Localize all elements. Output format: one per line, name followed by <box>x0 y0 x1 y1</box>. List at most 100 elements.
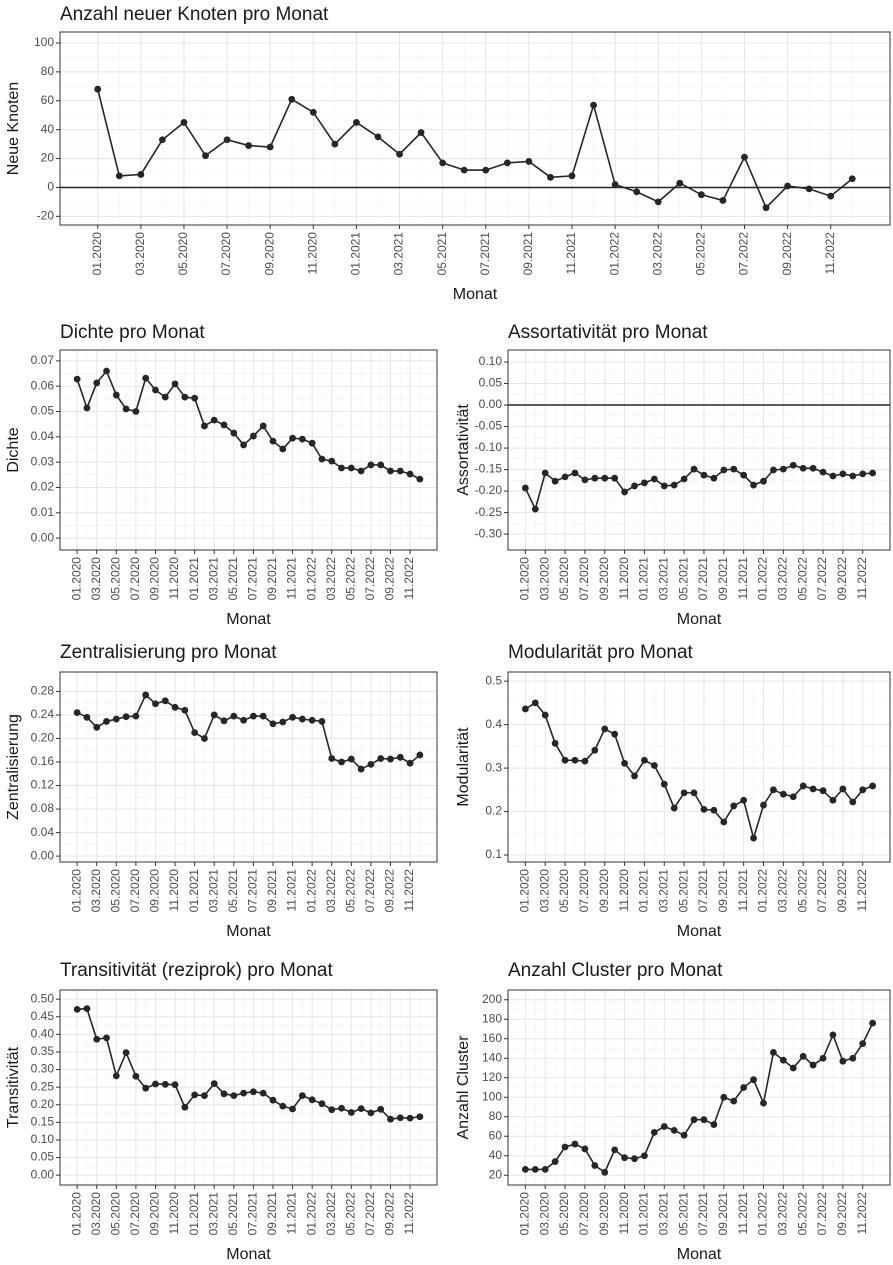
y-tick-label: 120 <box>482 1070 502 1084</box>
data-point <box>220 717 228 725</box>
data-point <box>298 435 306 443</box>
data-point <box>541 711 549 719</box>
data-point <box>298 715 306 723</box>
data-point <box>621 759 628 767</box>
data-point <box>387 467 394 475</box>
x-tick-label: 07.2020 <box>577 869 591 913</box>
data-point <box>202 152 209 160</box>
data-point <box>416 751 424 759</box>
chart-title: Anzahl neuer Knoten pro Monat <box>60 4 329 25</box>
data-point <box>799 464 807 472</box>
data-point <box>710 1121 718 1128</box>
y-tick-label: 0.16 <box>31 754 55 768</box>
data-point <box>611 730 619 738</box>
y-tick-label: 0.24 <box>31 707 55 721</box>
data-point <box>93 379 101 387</box>
x-tick-label: 11.2020 <box>305 232 319 275</box>
data-point <box>191 1091 199 1099</box>
data-point <box>83 1005 91 1013</box>
data-point <box>328 1106 336 1114</box>
y-tick-label: 0.25 <box>31 1079 55 1093</box>
x-tick-label: 09.2022 <box>835 1192 849 1236</box>
data-point <box>700 471 708 479</box>
x-tick-label: 05.2022 <box>694 232 708 276</box>
y-tick-label: 0.00 <box>31 1167 55 1181</box>
data-point <box>779 465 787 473</box>
data-point <box>740 1084 748 1091</box>
data-point <box>377 755 385 762</box>
data-point <box>551 477 559 485</box>
y-tick-label: 0.2 <box>485 804 502 818</box>
x-tick-label: 07.2022 <box>363 1192 377 1236</box>
data-point <box>331 140 339 148</box>
data-line <box>96 89 853 210</box>
data-point <box>633 188 641 196</box>
x-tick-label: 03.2022 <box>776 557 790 601</box>
y-tick-label: 0.15 <box>31 1115 55 1129</box>
x-tick-label: 07.2021 <box>478 232 492 276</box>
x-tick-label: 09.2021 <box>716 1192 730 1236</box>
x-tick-label: 07.2022 <box>815 869 829 913</box>
data-point <box>779 1056 787 1064</box>
data-point <box>259 712 267 720</box>
data-point <box>697 191 705 199</box>
x-tick-label: 07.2020 <box>577 557 591 601</box>
data-point <box>377 1105 385 1113</box>
data-point <box>503 159 511 167</box>
data-point <box>374 133 382 141</box>
data-point <box>660 780 668 788</box>
data-point <box>181 1103 189 1111</box>
data-point <box>103 718 110 725</box>
x-tick-label: 05.2021 <box>435 232 449 276</box>
data-point <box>115 172 123 180</box>
x-tick-label: 01.2022 <box>304 557 318 601</box>
data-point <box>152 700 159 708</box>
data-point <box>152 386 159 394</box>
y-tick-label: 180 <box>482 1011 502 1025</box>
x-tick-label: 09.2022 <box>383 557 397 601</box>
x-tick-label: 11.2020 <box>167 869 181 912</box>
data-point <box>230 1092 238 1099</box>
x-tick-label: 11.2022 <box>855 557 869 600</box>
data-point <box>611 1146 619 1154</box>
y-tick-label: 0.07 <box>31 353 55 367</box>
chart-title: Transitivität (reziprok) pro Monat <box>60 960 333 981</box>
y-tick-label: 0.08 <box>31 801 55 815</box>
x-tick-label: 03.2022 <box>776 1192 790 1236</box>
x-tick-label: 05.2020 <box>557 869 571 913</box>
x-tick-label: 05.2020 <box>557 557 571 601</box>
data-point <box>245 142 253 149</box>
data-point <box>571 1140 579 1148</box>
y-tick-label: 0.00 <box>479 397 503 411</box>
x-tick-label: 09.2022 <box>383 1192 397 1236</box>
data-point <box>551 739 559 747</box>
x-tick-label: 03.2021 <box>656 869 670 913</box>
y-tick-label: 0.30 <box>31 1062 55 1076</box>
x-tick-label: 05.2022 <box>343 557 357 601</box>
x-tick-label: 05.2022 <box>795 1192 809 1236</box>
plot-background <box>60 350 437 550</box>
data-point <box>839 470 847 478</box>
x-tick-label: 05.2020 <box>108 869 122 913</box>
y-tick-label: 0.10 <box>31 1132 55 1146</box>
data-point <box>201 422 208 430</box>
data-point <box>690 465 698 473</box>
data-point <box>581 1145 589 1153</box>
data-point <box>347 1109 355 1116</box>
y-tick-label: 0.1 <box>485 847 502 861</box>
data-point <box>849 798 857 806</box>
x-tick-label: 09.2020 <box>597 557 611 601</box>
y-tick-label: 0.20 <box>31 731 55 745</box>
x-tick-label: 07.2022 <box>815 1192 829 1236</box>
x-tick-label: 11.2021 <box>736 557 750 600</box>
data-point <box>482 166 490 174</box>
data-point <box>799 1052 807 1060</box>
data-point <box>581 476 589 484</box>
x-tick-label: 09.2020 <box>262 232 276 276</box>
x-tick-label: 03.2021 <box>206 1192 220 1236</box>
data-point <box>660 1123 668 1130</box>
data-point <box>730 802 738 810</box>
x-tick-label: 05.2021 <box>226 869 240 913</box>
data-point <box>784 182 791 190</box>
y-tick-label: -0.25 <box>475 505 503 519</box>
